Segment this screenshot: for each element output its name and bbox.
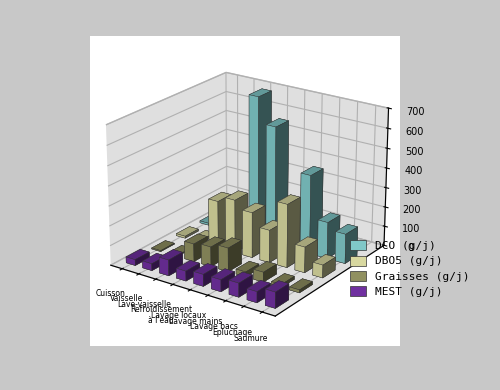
Legend: DCO (g/j), DBO5 (g/j), Graisses (g/j), MEST (g/j): DCO (g/j), DBO5 (g/j), Graisses (g/j), M… [350, 240, 470, 297]
